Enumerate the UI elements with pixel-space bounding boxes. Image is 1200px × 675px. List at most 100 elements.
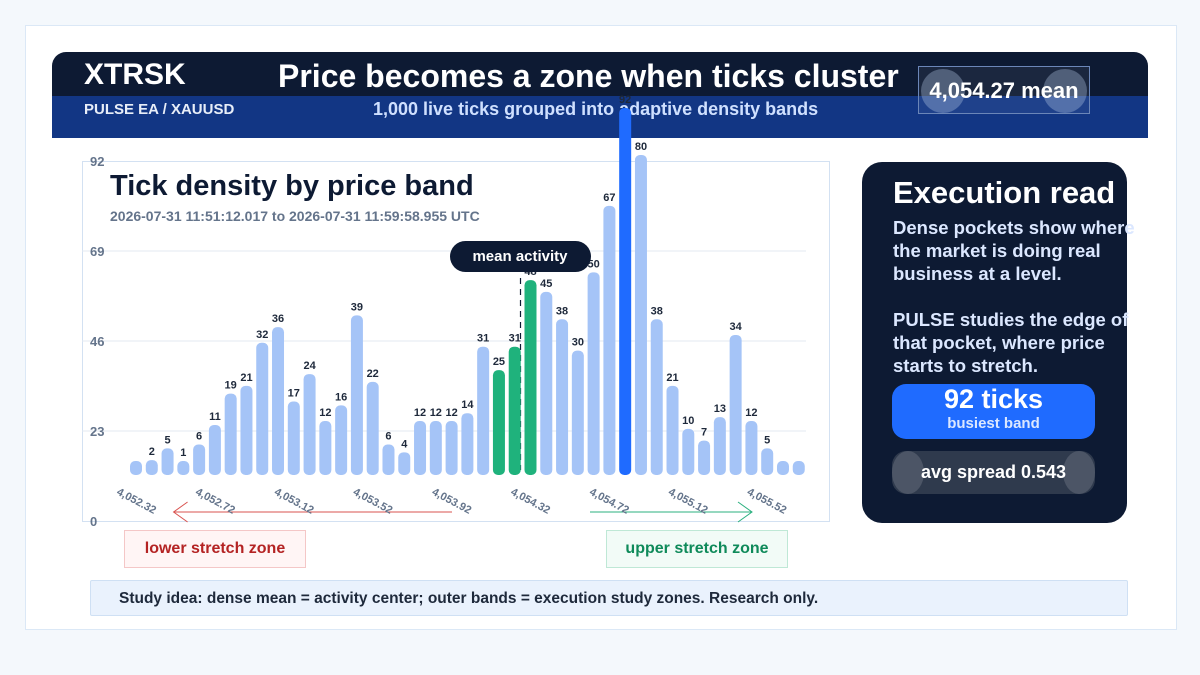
bar (161, 448, 174, 475)
bar-value-label: 12 (445, 407, 457, 419)
bar-value-label: 2 (149, 446, 155, 458)
headline: Price becomes a zone when ticks cluster (278, 58, 899, 94)
bar-value-label: 5 (764, 434, 770, 446)
bar (556, 319, 569, 475)
bar-value-label: 38 (556, 305, 568, 317)
execution-title: Execution read (893, 175, 1116, 210)
bar (398, 452, 411, 475)
mean-activity-pill (450, 241, 591, 272)
instrument-label: PULSE EA / XAUUSD (84, 101, 235, 118)
bar (698, 440, 711, 475)
upper-zone-label: upper stretch zone (606, 530, 788, 568)
bar-value-label: 10 (682, 415, 694, 427)
y-tick-label: 0 (90, 514, 97, 529)
bar-value-label: 50 (587, 258, 599, 270)
subheadline: 1,000 live ticks grouped into adaptive d… (373, 99, 819, 119)
bar (745, 421, 758, 475)
bar (145, 460, 158, 475)
busiest-band-value: 92 ticks (943, 384, 1044, 414)
bar (508, 346, 521, 475)
bar-value-label: 67 (603, 192, 615, 204)
upper-zone-arrowhead (737, 501, 753, 523)
execution-text-2: PULSE studies the edge of that pocket, w… (893, 309, 1129, 376)
badge-blob-left (921, 69, 965, 113)
bar-value-label: 19 (225, 380, 237, 392)
bar (287, 401, 300, 475)
bar (335, 405, 348, 475)
bar-value-label: 16 (335, 391, 347, 403)
bar-value-label: 32 (256, 329, 268, 341)
bar-value-label: 5 (164, 434, 170, 446)
bar (303, 374, 316, 475)
study-note-text: Study idea: dense mean = activity center… (119, 590, 819, 607)
bar (429, 421, 442, 475)
bar-value-label: 39 (351, 301, 363, 313)
bar (445, 421, 458, 475)
badge-blob-right (1043, 69, 1087, 113)
bar (713, 417, 726, 475)
bar-value-label: 12 (745, 407, 757, 419)
y-tick-label: 92 (90, 154, 104, 169)
mean-activity-label: mean activity (472, 248, 568, 265)
bar (682, 428, 695, 475)
bar (776, 461, 789, 475)
bar-value-label: 34 (730, 321, 743, 333)
bar-value-label: 12 (319, 407, 331, 419)
bar (208, 424, 221, 475)
bar-value-label: 6 (196, 431, 202, 443)
bar (130, 461, 142, 475)
spread-value: avg spread 0.543 (920, 462, 1067, 482)
bar (477, 346, 490, 475)
bar-value-label: 36 (272, 313, 284, 325)
bar-value-label: 80 (635, 141, 647, 153)
bar (761, 448, 774, 475)
bar (319, 421, 332, 475)
bar-value-label: 22 (367, 368, 379, 380)
bar-value-label: 31 (509, 333, 521, 345)
bar-value-label: 92 (619, 94, 631, 106)
bar (492, 370, 505, 475)
bar (650, 319, 663, 475)
spread-blob-left (892, 451, 924, 494)
bar-value-label: 45 (540, 278, 552, 290)
bar (193, 444, 206, 475)
bar (666, 385, 679, 475)
bar (461, 413, 474, 475)
mean-value: 4,054.27 mean (929, 78, 1079, 103)
busiest-band-badge: 92 ticks busiest band (892, 384, 1095, 439)
bar (272, 327, 285, 475)
mean-badge: 4,054.27 mean (918, 66, 1090, 114)
bar (571, 350, 584, 475)
execution-text-1: Dense pockets show where the market is d… (893, 217, 1135, 284)
busiest-band-label: busiest band (947, 415, 1040, 432)
bar (350, 315, 363, 475)
study-note: Study idea: dense mean = activity center… (90, 580, 1128, 616)
y-tick-label: 69 (90, 244, 104, 259)
bar-value-label: 25 (493, 356, 505, 368)
y-tick-label: 23 (90, 424, 104, 439)
x-tick-label: 4,054.32 (509, 486, 552, 517)
bar-value-label: 14 (461, 399, 474, 411)
spread-blob-right (1063, 451, 1095, 494)
bar (792, 461, 805, 475)
bar (540, 291, 553, 475)
bar (366, 381, 379, 475)
y-tick-label: 46 (90, 334, 104, 349)
bar (224, 393, 237, 475)
bar-value-label: 13 (714, 403, 726, 415)
bar (524, 280, 537, 475)
bar-value-label: 17 (288, 387, 300, 399)
bar (619, 108, 632, 475)
bar (256, 342, 269, 475)
bar-value-label: 24 (303, 360, 316, 372)
bar-value-label: 30 (572, 337, 584, 349)
bar (240, 385, 253, 475)
bar-value-label: 38 (651, 305, 663, 317)
bar (729, 334, 742, 475)
lower-zone-label: lower stretch zone (124, 530, 306, 568)
bar-value-label: 7 (701, 427, 707, 439)
bar (587, 272, 600, 475)
bar-value-label: 1 (180, 447, 186, 459)
bar (382, 444, 395, 475)
